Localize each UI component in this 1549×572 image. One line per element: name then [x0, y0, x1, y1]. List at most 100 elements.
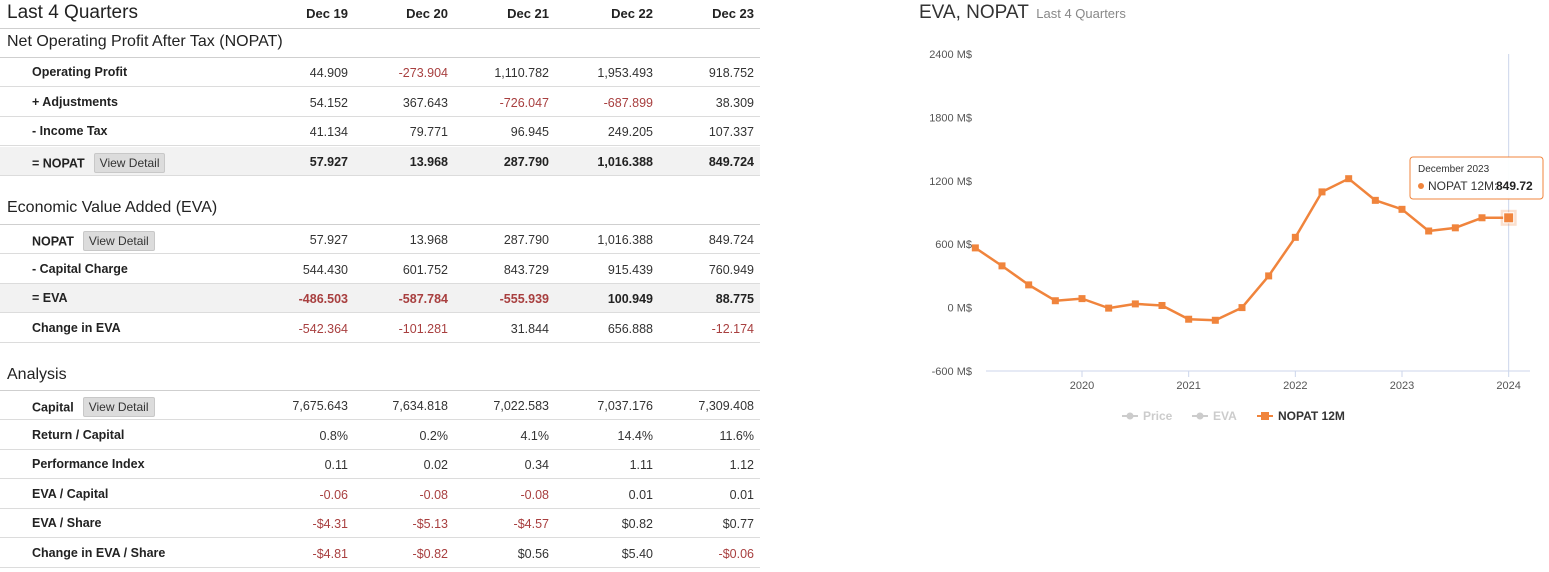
table-row: Performance Index 0.11 0.02 0.34 1.11 1.12	[0, 450, 760, 479]
legend-item-label[interactable]: NOPAT 12M	[1278, 409, 1345, 423]
legend-circle-icon[interactable]	[1126, 412, 1134, 420]
table-row: Operating Profit 44.909 -273.904 1,110.782 1…	[0, 58, 760, 87]
table-row: = EVA -486.503 -587.784 -555.939 100.949 88.7…	[0, 284, 760, 313]
table-cell: 249.205	[607, 125, 653, 139]
nopat-chart: 2400 M$ 1800 M$ 1200 M$ 600 M$ 0 M$ -600 M$ 20…	[929, 49, 1544, 423]
table-cell: -555.939	[499, 292, 549, 306]
table-cell: 96.945	[510, 125, 549, 139]
section-title: Net Operating Profit After Tax (NOPAT)	[7, 33, 283, 50]
row-label: EVA / Capital	[32, 487, 108, 501]
table-cell: -101.281	[398, 321, 448, 336]
table-cell: 107.337	[708, 125, 754, 139]
nopat-data-point	[1025, 281, 1033, 289]
chart-title-main: EVA, NOPAT	[919, 2, 1029, 23]
table-cell: 13.968	[409, 233, 448, 247]
table-header: Last 4 Quarters Dec 19 Dec 20 Dec 21 Dec…	[0, 0, 760, 29]
table-cell: -0.08	[520, 487, 550, 502]
table-cell: 849.724	[708, 233, 754, 247]
table-row: EVA / Share -$4.31 -$5.13 -$4.57 $0.82 $0.77	[0, 509, 760, 538]
table-row: Return / Capital 0.8% 0.2% 4.1% 14.4% 11.6%	[0, 421, 760, 450]
legend-item-label[interactable]: Price	[1143, 409, 1173, 423]
column-header: Dec 21	[507, 6, 549, 21]
row-label-text: Change in EVA / Share	[32, 545, 166, 560]
table-cell: $0.82	[621, 517, 653, 531]
row-label: = NOPAT View Detail	[32, 152, 166, 174]
row-label-text: Performance Index	[32, 457, 145, 471]
nopat-data-point	[1425, 227, 1433, 235]
row-label-text: EVA / Share	[32, 516, 102, 530]
y-axis-tick-label: 2400 M$	[929, 49, 972, 61]
row-label: Operating Profit	[32, 65, 127, 79]
table-cell: 38.309	[715, 95, 754, 110]
table-row: EVA / Capital -0.06 -0.08 -0.08 0.01 0.01	[0, 480, 760, 509]
table-cell: -0.06	[319, 487, 349, 502]
nopat-data-point	[1318, 188, 1326, 196]
chart-tooltip	[1409, 156, 1544, 200]
table-cell: -726.047	[499, 95, 549, 110]
section-divider	[0, 390, 760, 391]
nopat-data-point	[1265, 272, 1273, 280]
nopat-data-point	[1131, 300, 1139, 308]
y-axis-tick-label: 1200 M$	[929, 176, 972, 188]
x-axis-tick-label: 2023	[1390, 380, 1414, 392]
table-cell: 54.152	[309, 95, 348, 110]
y-axis-tick-label: -600 M$	[932, 366, 972, 378]
table-cell: 367.643	[402, 95, 448, 110]
table-cell: 915.439	[607, 262, 653, 277]
row-label: = EVA	[32, 291, 68, 305]
row-label: Capital View Detail	[32, 397, 155, 418]
table-cell: 88.775	[715, 292, 754, 306]
table-cell: 14.4%	[617, 428, 653, 443]
section-title: Economic Value Added (EVA)	[7, 199, 218, 216]
row-label-text: - Capital Charge	[32, 261, 128, 276]
row-label-text: Change in EVA	[32, 320, 121, 335]
table-cell: -12.174	[711, 321, 754, 336]
view-detail-button[interactable]: View Detail	[93, 152, 166, 173]
table-cell: -587.784	[398, 292, 448, 306]
row-label: + Adjustments	[32, 95, 118, 109]
chart-title: EVA, NOPAT Last 4 Quarters	[919, 2, 1126, 24]
table-cell: 31.844	[510, 321, 549, 336]
table-cell: $5.40	[621, 546, 653, 561]
y-axis-tick-label: 0 M$	[948, 303, 972, 315]
chart-title-sub: Last 4 Quarters	[1036, 6, 1126, 21]
section-divider	[0, 57, 760, 58]
table-cell: 1,016.388	[597, 154, 653, 169]
table-row: Change in EVA -542.364 -101.281 31.844 656.8…	[0, 314, 760, 343]
row-label: - Income Tax	[32, 124, 107, 138]
legend-square-icon[interactable]	[1261, 412, 1269, 420]
table-cell: 11.6%	[719, 428, 754, 443]
table-cell: -$4.57	[513, 517, 549, 531]
view-detail-button[interactable]: View Detail	[82, 397, 155, 417]
table-cell: 1,953.493	[597, 66, 653, 80]
nopat-data-point	[1211, 316, 1219, 324]
row-label-text: Capital	[32, 400, 74, 415]
row-label-text: = EVA	[32, 291, 68, 305]
nopat-data-point	[1478, 214, 1486, 222]
view-detail-button[interactable]: View Detail	[82, 231, 155, 251]
row-label-text: + Adjustments	[32, 94, 119, 109]
section-title: Analysis	[7, 366, 67, 383]
table-cell: 7,675.643	[292, 399, 348, 413]
table-row: + Adjustments 54.152 367.643 -726.047 -687.8…	[0, 88, 760, 117]
table-cell: 1.12	[729, 458, 754, 472]
legend-circle-icon[interactable]	[1196, 412, 1204, 420]
legend-item-label[interactable]: EVA	[1213, 409, 1237, 423]
table-cell: 287.790	[503, 233, 549, 247]
x-axis-tick-label: 2024	[1496, 380, 1520, 392]
table-cell: 79.771	[409, 125, 448, 139]
table-cell: -$0.06	[718, 546, 754, 561]
row-label-text: NOPAT	[32, 234, 74, 249]
nopat-data-point	[1051, 297, 1059, 305]
y-axis-tick-label: 1800 M$	[929, 112, 972, 124]
financial-table: Last 4 Quarters Dec 19 Dec 20 Dec 21 Dec…	[0, 0, 760, 568]
table-cell: -$4.81	[312, 546, 348, 561]
row-label-text: = NOPAT	[32, 155, 85, 170]
table-cell: 1.11	[629, 458, 653, 472]
hovered-data-point[interactable]	[1503, 212, 1515, 224]
section-divider	[0, 224, 760, 225]
table-row: Change in EVA / Share -$4.81 -$0.82 $0.56 $5…	[0, 539, 760, 568]
nopat-data-point	[1398, 205, 1406, 213]
table-cell: 0.8%	[319, 428, 349, 443]
table-cell: -486.503	[298, 292, 348, 306]
